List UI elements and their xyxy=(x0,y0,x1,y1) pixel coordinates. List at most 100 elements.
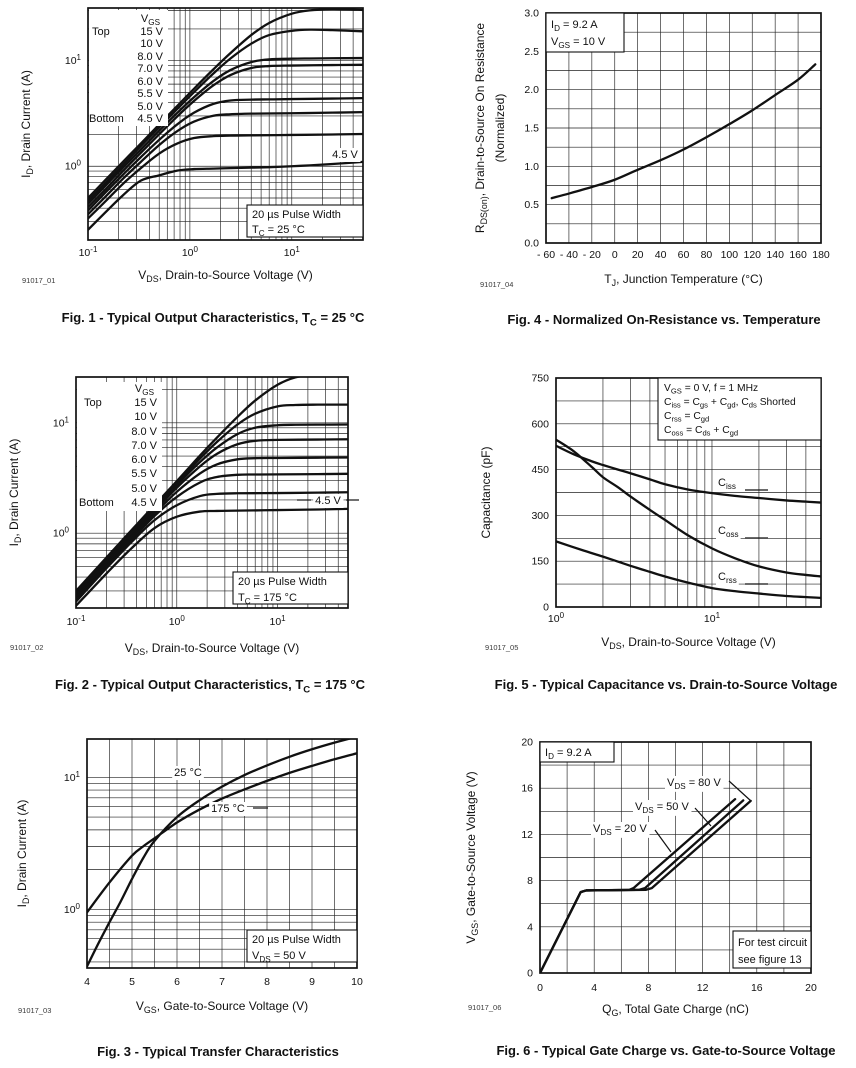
svg-text:10: 10 xyxy=(351,976,363,988)
svg-text:150: 150 xyxy=(531,556,549,568)
svg-text:Bottom: Bottom xyxy=(89,113,124,125)
svg-text:15 V: 15 V xyxy=(134,397,157,409)
svg-text:15 V: 15 V xyxy=(140,26,163,38)
plot-id-fig4: 91017_04 xyxy=(480,280,513,289)
svg-text:300: 300 xyxy=(531,510,549,522)
svg-text:VDS, Drain-to-Source Voltage (: VDS, Drain-to-Source Voltage (V) xyxy=(125,641,299,657)
svg-text:750: 750 xyxy=(531,373,549,385)
svg-text:120: 120 xyxy=(743,249,761,261)
svg-text:Crss = Cgd: Crss = Cgd xyxy=(664,411,709,424)
svg-text:Top: Top xyxy=(84,397,102,409)
svg-text:ID, Drain Current (A): ID, Drain Current (A) xyxy=(15,800,31,908)
svg-text:101: 101 xyxy=(704,611,721,625)
svg-text:101: 101 xyxy=(284,245,301,259)
svg-text:16: 16 xyxy=(521,783,533,795)
svg-text:140: 140 xyxy=(766,249,784,261)
svg-text:Fig. 6 - Typical Gate Charge v: Fig. 6 - Typical Gate Charge vs. Gate-to… xyxy=(496,1043,835,1058)
svg-text:5.5 V: 5.5 V xyxy=(137,88,163,100)
svg-text:101: 101 xyxy=(64,770,81,784)
svg-text:4.5 V: 4.5 V xyxy=(131,497,157,509)
svg-text:8: 8 xyxy=(264,976,270,988)
svg-text:2.0: 2.0 xyxy=(524,84,539,96)
svg-text:5.0 V: 5.0 V xyxy=(131,483,157,495)
svg-text:450: 450 xyxy=(531,464,549,476)
svg-text:(Normalized): (Normalized) xyxy=(493,94,507,163)
svg-text:VDS, Drain-to-Source Voltage (: VDS, Drain-to-Source Voltage (V) xyxy=(601,635,775,651)
svg-text:40: 40 xyxy=(655,249,667,261)
svg-text:Capacitance (pF): Capacitance (pF) xyxy=(479,446,493,538)
svg-text:20 µs Pulse Width: 20 µs Pulse Width xyxy=(238,576,327,588)
svg-text:VDS = 80 V: VDS = 80 V xyxy=(667,777,721,791)
svg-text:ID, Drain Current (A): ID, Drain Current (A) xyxy=(19,70,35,178)
svg-text:20: 20 xyxy=(521,737,533,749)
svg-text:- 60: - 60 xyxy=(537,249,555,261)
svg-text:10-1: 10-1 xyxy=(67,614,86,628)
svg-text:60: 60 xyxy=(678,249,690,261)
plot-id-fig2: 91017_02 xyxy=(10,643,43,652)
svg-text:TC = 25 °C: TC = 25 °C xyxy=(252,224,305,238)
svg-text:VGS, Gate-to-Source Voltage (V: VGS, Gate-to-Source Voltage (V) xyxy=(136,999,308,1015)
fig3-transfer-characteristics-chart: 91017_03 25 °C 175 °C 20 µs Pulse Width VDS… xyxy=(15,738,363,1059)
svg-text:Fig. 3 - Typical Transfer Char: Fig. 3 - Typical Transfer Characteristic… xyxy=(97,1044,339,1059)
svg-text:7.0 V: 7.0 V xyxy=(137,63,163,75)
svg-text:Ciss = Cgs + Cgd, Cds Shorted: Ciss = Cgs + Cgd, Cds Shorted xyxy=(664,397,796,410)
plot-id-fig1: 91017_01 xyxy=(22,276,55,285)
svg-text:16: 16 xyxy=(751,982,763,994)
svg-text:100: 100 xyxy=(65,159,82,173)
svg-text:6: 6 xyxy=(174,976,180,988)
svg-text:100: 100 xyxy=(64,902,81,916)
svg-text:100: 100 xyxy=(182,245,199,259)
svg-text:10 V: 10 V xyxy=(134,411,157,423)
svg-text:VDS = 50 V: VDS = 50 V xyxy=(635,801,689,815)
svg-text:100: 100 xyxy=(53,526,70,540)
svg-text:QG, Total Gate Charge (nC): QG, Total Gate Charge (nC) xyxy=(602,1002,749,1018)
svg-text:VGS: VGS xyxy=(141,13,161,27)
svg-text:175 °C: 175 °C xyxy=(211,803,245,815)
svg-text:100: 100 xyxy=(721,249,739,261)
svg-text:8.0 V: 8.0 V xyxy=(131,426,157,438)
svg-text:7: 7 xyxy=(219,976,225,988)
svg-text:5: 5 xyxy=(129,976,135,988)
svg-text:5.0 V: 5.0 V xyxy=(137,101,163,113)
svg-text:4.5 V: 4.5 V xyxy=(137,113,163,125)
svg-text:101: 101 xyxy=(65,53,82,67)
svg-text:4: 4 xyxy=(84,976,90,988)
svg-text:8: 8 xyxy=(527,875,533,887)
svg-text:ID = 9.2 A: ID = 9.2 A xyxy=(545,747,592,761)
svg-text:20 µs Pulse Width: 20 µs Pulse Width xyxy=(252,934,341,946)
svg-text:5.5 V: 5.5 V xyxy=(131,468,157,480)
svg-text:TC = 175 °C: TC = 175 °C xyxy=(238,592,297,606)
svg-text:Bottom: Bottom xyxy=(79,497,114,509)
svg-text:Fig. 1 - Typical Output Charac: Fig. 1 - Typical Output Characteristics,… xyxy=(62,310,365,328)
svg-text:4.5 V: 4.5 V xyxy=(315,495,341,507)
svg-text:VDS, Drain-to-Source Voltage (: VDS, Drain-to-Source Voltage (V) xyxy=(138,268,312,284)
svg-text:Fig. 5 - Typical Capacitance v: Fig. 5 - Typical Capacitance vs. Drain-t… xyxy=(495,677,838,692)
svg-text:12: 12 xyxy=(521,829,533,841)
fig2-output-characteristics-175c-chart: 91017_02 VGS Top 15 V 10 V 8.0 V 7.0 V 6.0 V 5.… xyxy=(7,376,366,695)
svg-text:8.0 V: 8.0 V xyxy=(137,51,163,63)
svg-text:10-1: 10-1 xyxy=(79,245,98,259)
svg-text:VDS = 50 V: VDS = 50 V xyxy=(252,950,306,964)
svg-text:100: 100 xyxy=(548,611,565,625)
svg-text:80: 80 xyxy=(701,249,713,261)
svg-text:100: 100 xyxy=(169,614,186,628)
svg-text:3.0: 3.0 xyxy=(524,8,539,20)
svg-text:0: 0 xyxy=(543,602,549,614)
svg-text:20: 20 xyxy=(805,982,817,994)
svg-text:4: 4 xyxy=(527,921,533,933)
svg-text:600: 600 xyxy=(531,418,549,430)
svg-text:VGS = 0 V, f = 1 MHz: VGS = 0 V, f = 1 MHz xyxy=(664,383,758,396)
svg-text:101: 101 xyxy=(53,415,70,429)
svg-text:VGS = 10 V: VGS = 10 V xyxy=(551,36,606,50)
fig4-on-resistance-vs-temperature-chart: 91017_04 ID = 9.2 A VGS = 10 V - 60 - 40 - 2… xyxy=(473,8,830,328)
svg-text:7.0 V: 7.0 V xyxy=(131,440,157,452)
svg-text:9: 9 xyxy=(309,976,315,988)
svg-text:Fig. 2 - Typical Output Charac: Fig. 2 - Typical Output Characteristics,… xyxy=(55,677,366,695)
svg-text:6.0 V: 6.0 V xyxy=(137,76,163,88)
svg-text:Ciss: Ciss xyxy=(718,477,736,491)
svg-text:2.5: 2.5 xyxy=(524,46,539,58)
svg-text:1.5: 1.5 xyxy=(524,123,539,135)
svg-text:RDS(on), Drain-to-Source On Re: RDS(on), Drain-to-Source On Resistance xyxy=(473,23,489,234)
svg-text:Top: Top xyxy=(92,26,110,38)
svg-text:Coss = Cds + Cgd: Coss = Cds + Cgd xyxy=(664,425,738,438)
